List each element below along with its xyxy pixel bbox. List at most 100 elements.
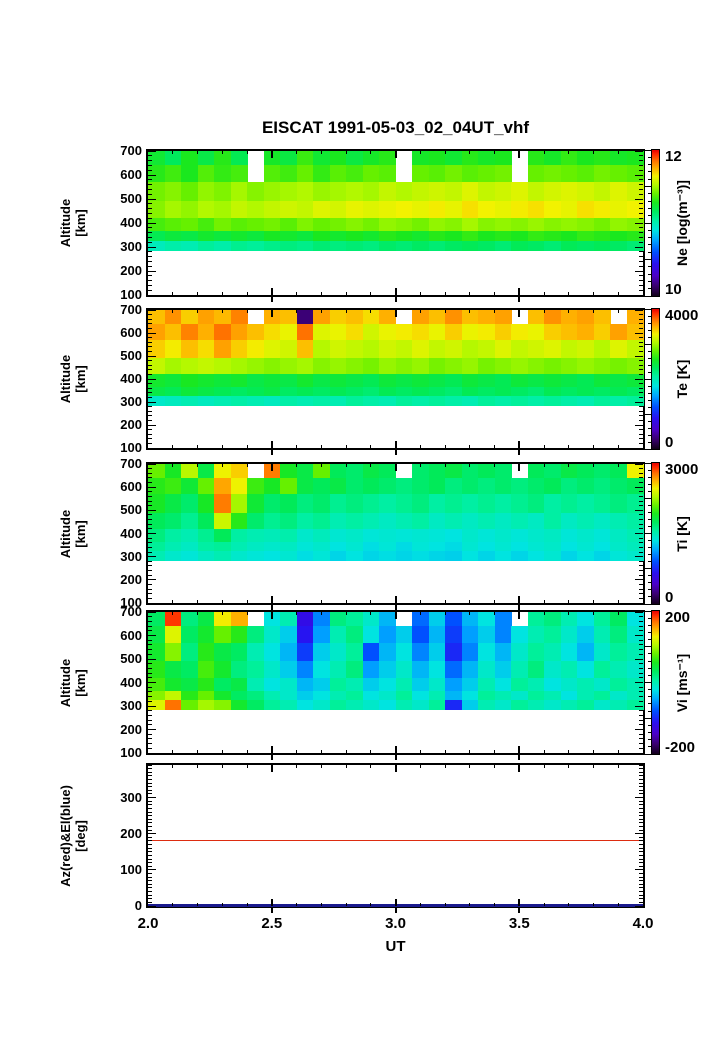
y-minor-tick xyxy=(148,495,152,497)
y-minor-tick xyxy=(148,364,152,366)
x-minor-tick xyxy=(543,612,545,615)
heatmap-cell xyxy=(247,241,265,252)
heatmap-cell xyxy=(593,339,611,359)
heatmap-cell xyxy=(164,677,182,692)
heatmap-cell xyxy=(263,550,281,561)
y-minor-tick xyxy=(148,383,152,385)
heatmap-cell xyxy=(263,677,281,692)
colorbar-ne xyxy=(651,149,660,297)
y-minor-tick xyxy=(148,818,152,820)
heatmap-cell xyxy=(379,241,397,252)
heatmap-cell xyxy=(263,165,281,183)
heatmap-cell xyxy=(395,512,413,530)
y-minor-tick xyxy=(148,876,152,878)
heatmap-cell xyxy=(362,477,380,495)
y-major-tick xyxy=(635,222,643,224)
colorbar-min-label: 0 xyxy=(665,434,674,451)
heatmap-cell xyxy=(181,339,199,359)
x-minor-tick xyxy=(296,600,297,603)
heatmap-cell xyxy=(247,339,265,359)
heatmap-cell xyxy=(626,612,644,627)
y-minor-tick xyxy=(639,341,643,343)
heatmap-cell xyxy=(296,494,314,514)
colorbar-tick xyxy=(648,385,651,387)
y-minor-tick xyxy=(148,630,152,632)
heatmap-cell xyxy=(197,528,215,543)
x-minor-tick xyxy=(568,750,570,753)
heatmap-cell xyxy=(593,626,611,644)
y-tick-label: 300 xyxy=(120,548,142,564)
heatmap-cell xyxy=(626,151,644,166)
heatmap-cell xyxy=(544,494,562,514)
colorbar-tick xyxy=(648,518,651,520)
heatmap-cell xyxy=(230,165,248,183)
heatmap-cell xyxy=(478,477,496,495)
heatmap-cell xyxy=(280,323,298,341)
y-major-tick xyxy=(148,752,156,754)
heatmap-cell xyxy=(164,323,182,341)
y-minor-tick xyxy=(148,546,152,548)
heatmap-cell xyxy=(428,374,446,388)
heatmap-cell xyxy=(164,494,182,514)
y-minor-tick xyxy=(148,256,152,258)
y-tick-label: 100 xyxy=(120,595,142,610)
heatmap-cell xyxy=(148,494,166,514)
colorbar-max-label: 200 xyxy=(665,609,691,626)
y-minor-tick xyxy=(639,392,643,394)
heatmap-cell xyxy=(181,690,199,701)
heatmap-cell xyxy=(214,477,232,495)
heatmap-cell xyxy=(379,201,397,219)
y-major-tick xyxy=(148,833,156,835)
colorbar-tick xyxy=(648,547,651,549)
y-minor-tick xyxy=(639,901,643,903)
y-minor-tick xyxy=(639,667,643,669)
x-minor-tick xyxy=(296,292,297,295)
heatmap-cell xyxy=(379,182,397,202)
heatmap-cell xyxy=(494,182,512,202)
x-minor-tick xyxy=(296,750,297,753)
heatmap-cell xyxy=(511,677,529,692)
heatmap-cell xyxy=(346,677,364,692)
colorbar-min-label: 0 xyxy=(665,589,674,606)
heatmap-cell xyxy=(346,612,364,627)
y-minor-tick xyxy=(639,894,643,896)
heatmap-cell xyxy=(313,626,331,644)
heatmap-cell xyxy=(428,396,446,406)
x-minor-tick xyxy=(320,292,322,295)
y-minor-tick xyxy=(639,862,643,864)
x-minor-tick xyxy=(444,292,446,295)
heatmap-cell xyxy=(461,339,479,359)
heatmap-cell xyxy=(197,151,215,166)
y-minor-tick xyxy=(639,275,643,277)
heatmap-cell xyxy=(494,387,512,397)
heatmap-cell xyxy=(445,642,463,662)
heatmap-cell xyxy=(379,477,397,495)
heatmap-cell xyxy=(197,642,215,662)
x-major-tick-stub xyxy=(270,297,273,302)
y-minor-tick xyxy=(639,523,643,525)
y-axis-title: Altitude [km] xyxy=(58,309,93,449)
heatmap-cell xyxy=(445,387,463,397)
heatmap-cell xyxy=(478,374,496,388)
x-minor-tick xyxy=(543,765,545,768)
heatmap-cell xyxy=(560,241,578,252)
heatmap-cell xyxy=(395,626,413,644)
heatmap-cell xyxy=(148,661,166,679)
y-minor-tick xyxy=(148,251,152,253)
heatmap-cell xyxy=(478,323,496,341)
y-major-tick xyxy=(635,447,643,449)
y-minor-tick xyxy=(148,468,152,470)
heatmap-cell xyxy=(560,231,578,242)
heatmap-cell xyxy=(428,339,446,359)
heatmap-cell xyxy=(560,218,578,232)
heatmap-cell xyxy=(461,201,479,219)
heatmap-cell xyxy=(511,231,529,242)
heatmap-cell xyxy=(247,387,265,397)
heatmap-cell xyxy=(148,387,166,397)
x-minor-tick xyxy=(568,464,570,467)
heatmap-cell xyxy=(544,690,562,701)
heatmap-cell xyxy=(181,241,199,252)
x-minor-tick xyxy=(296,445,297,448)
heatmap-cell xyxy=(445,550,463,561)
